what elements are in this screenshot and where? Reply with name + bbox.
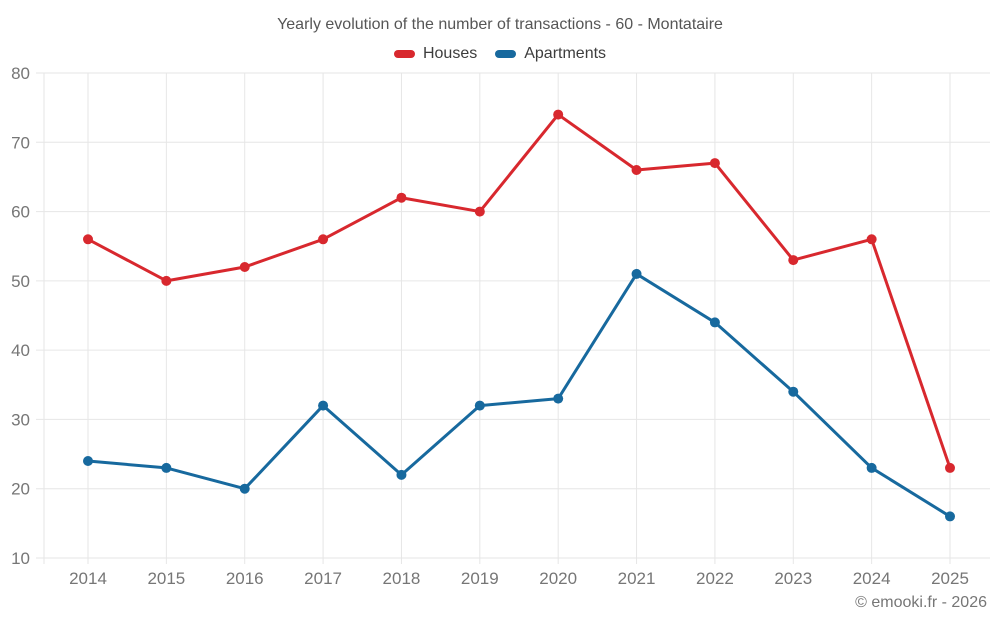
- y-tick-label: 40: [11, 341, 30, 360]
- series-line-apartments: [86, 272, 952, 518]
- data-point: [239, 262, 250, 272]
- data-point: [318, 234, 329, 245]
- y-tick-label: 80: [11, 64, 30, 83]
- data-point: [945, 511, 955, 522]
- x-tick-label: 2016: [226, 569, 264, 588]
- x-tick-label: 2017: [304, 569, 342, 588]
- x-tick-label: 2014: [69, 569, 107, 588]
- y-tick-label: 50: [11, 272, 30, 291]
- data-point: [161, 275, 172, 286]
- x-tick-label: 2024: [853, 569, 891, 588]
- data-point: [631, 268, 642, 279]
- x-tick-label: 2021: [618, 569, 656, 588]
- data-point: [396, 192, 407, 203]
- data-point: [709, 317, 720, 328]
- copyright-text: © emooki.fr - 2026: [855, 594, 987, 611]
- data-point: [788, 386, 799, 397]
- legend-item-label: Houses: [422, 45, 478, 62]
- data-point: [945, 462, 955, 473]
- x-tick-label: 2023: [774, 569, 812, 588]
- data-point: [553, 109, 564, 120]
- chart-title: Yearly evolution of the number of transa…: [277, 16, 723, 33]
- legend-item-houses[interactable]: Houses: [393, 45, 478, 63]
- legend-item-label: Apartments: [524, 45, 607, 62]
- series-points-houses: [83, 109, 955, 473]
- data-point: [631, 165, 642, 175]
- x-tick-label: 2022: [696, 569, 734, 588]
- x-tick-label: 2015: [147, 569, 185, 588]
- x-tick-label: 2019: [461, 569, 499, 588]
- data-point: [83, 456, 93, 466]
- x-tick-label: 2025: [931, 569, 969, 588]
- y-tick-label: 30: [11, 410, 30, 429]
- legend-swatch-icon: [495, 50, 517, 58]
- series-points-apartments: [83, 268, 955, 522]
- data-point: [788, 255, 799, 266]
- data-point: [709, 158, 720, 169]
- data-point: [474, 400, 485, 411]
- data-point: [318, 400, 329, 411]
- legend-item-apartments[interactable]: Apartments: [495, 45, 606, 63]
- series-line-houses: [86, 113, 952, 470]
- data-point: [553, 393, 564, 404]
- x-tick-label: 2018: [383, 569, 421, 588]
- data-point: [396, 469, 407, 480]
- data-point: [83, 234, 93, 245]
- data-point: [866, 462, 877, 473]
- y-tick-label: 60: [11, 203, 30, 222]
- legend-swatch-icon: [393, 50, 415, 58]
- data-point: [474, 206, 485, 217]
- data-point: [239, 483, 250, 494]
- x-tick-label: 2020: [539, 569, 577, 588]
- y-tick-label: 10: [11, 549, 30, 568]
- y-tick-label: 20: [11, 480, 30, 499]
- chart-legend: Houses Apartments: [0, 45, 1000, 63]
- data-point: [161, 462, 172, 473]
- data-point: [866, 234, 877, 245]
- y-tick-label: 70: [11, 133, 30, 152]
